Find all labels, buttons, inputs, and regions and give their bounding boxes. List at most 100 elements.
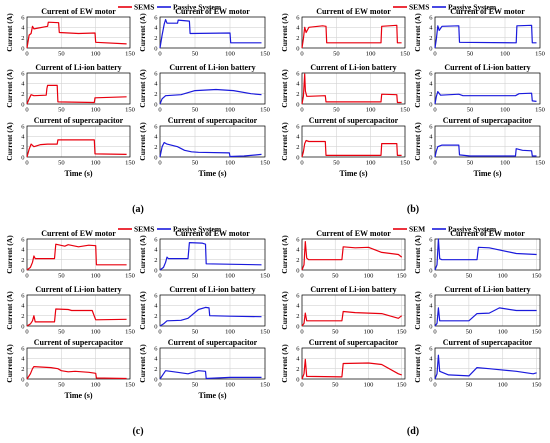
- x-tick-label: 0: [25, 107, 28, 114]
- x-tick-label: 0: [300, 160, 303, 167]
- y-tick-label: 0: [154, 267, 157, 274]
- x-axis-label: Time (s): [64, 169, 92, 178]
- axes-passive-row-1: Current of EW motor 0 2 4 6 0 50 100 150 Current …: [413, 7, 545, 58]
- x-tick-label: 50: [192, 382, 199, 389]
- subplot-title: Current of supercapacitor: [309, 338, 399, 347]
- x-tick-label: 150: [535, 51, 545, 58]
- x-tick-label: 150: [260, 273, 270, 280]
- y-tick-label: 0: [154, 376, 157, 383]
- y-axis-label: Current (A): [138, 344, 147, 383]
- legend: SEMS Passive System: [393, 3, 497, 12]
- x-tick-label: 150: [400, 107, 410, 114]
- x-tick-label: 0: [300, 51, 303, 58]
- legend-sems-label: SEMS: [134, 225, 154, 234]
- axes-sems-row-2: Current of Li-ion battery 0 2 4 6 0 50 100 150 Cu…: [280, 285, 407, 336]
- x-tick-label: 100: [364, 382, 374, 389]
- x-tick-label: 150: [125, 51, 135, 58]
- legend-passive-label: Passive System: [448, 3, 497, 12]
- axes-frame: [434, 294, 541, 327]
- y-tick-label: 2: [429, 366, 432, 373]
- series-sems-line: [301, 24, 402, 49]
- y-tick-label: 6: [154, 70, 158, 77]
- axes-frame: [159, 72, 266, 105]
- x-tick-label: 50: [192, 273, 199, 280]
- x-tick-label: 100: [366, 107, 376, 114]
- y-tick-label: 4: [296, 25, 300, 32]
- axes-passive-row-2: Current of Li-ion battery 0 2 4 6 0 50 100 150 Cu…: [413, 285, 541, 336]
- axes-passive-row-3: Current of supercapacitor 0 2 4 6 0 50 100 150 Cu…: [138, 338, 270, 389]
- y-tick-label: 6: [296, 70, 300, 77]
- axes-sems-row-1: Current of EW motor 0 2 4 6 0 50 100 150 Current …: [280, 229, 407, 280]
- y-tick-label: 0: [154, 154, 157, 161]
- y-tick-label: 6: [21, 236, 25, 243]
- y-tick-label: 6: [21, 14, 25, 21]
- y-axis-label: Current (A): [280, 122, 289, 161]
- subplot-title: Current of EW motor: [450, 7, 525, 16]
- y-axis-label: Current (A): [5, 69, 14, 108]
- y-tick-label: 6: [296, 236, 300, 243]
- subplot-title: Current of Li-ion battery: [169, 285, 255, 294]
- x-tick-label: 100: [91, 160, 101, 167]
- y-tick-label: 2: [296, 35, 299, 42]
- y-axis-label: Current (A): [280, 344, 289, 383]
- axes-passive-row-3: Current of supercapacitor 0 2 4 6 0 50 100 150 Cu…: [138, 116, 270, 167]
- axes-frame: [301, 72, 406, 105]
- axes-passive-row-1: Current of EW motor 0 2 4 6 0 50 100 150 Current …: [413, 229, 541, 280]
- subplot-title: Current of supercapacitor: [168, 338, 258, 347]
- y-tick-label: 6: [154, 123, 158, 130]
- y-tick-label: 4: [429, 25, 433, 32]
- y-axis-label: Current (A): [5, 291, 14, 330]
- y-tick-label: 2: [154, 366, 157, 373]
- y-axis-label: Current (A): [413, 122, 422, 161]
- y-tick-label: 4: [429, 134, 433, 141]
- legend-passive-label: Passive System: [173, 3, 222, 12]
- y-tick-label: 2: [21, 91, 24, 98]
- series-passive-line: [159, 19, 262, 49]
- axes-passive-row-2: Current of Li-ion battery 0 2 4 6 0 50 100 150 Cu…: [413, 63, 545, 114]
- x-tick-label: 50: [332, 273, 339, 280]
- axes-sems-row-3: Current of supercapacitor 0 2 4 6 0 50 100 150 Cu…: [5, 116, 135, 167]
- axes-passive-row-2: Current of Li-ion battery 0 2 4 6 0 50 100 150 Cu…: [138, 285, 270, 336]
- subplot-title: Current of Li-ion battery: [310, 63, 396, 72]
- x-axis-label: Time (s): [339, 169, 367, 178]
- x-tick-label: 100: [91, 273, 101, 280]
- series-sems-line: [26, 243, 127, 271]
- axes-frame: [434, 72, 541, 105]
- x-tick-label: 150: [260, 382, 270, 389]
- legend-sems-label: SEMS: [134, 3, 154, 12]
- x-tick-label: 150: [260, 160, 270, 167]
- y-tick-label: 6: [429, 292, 433, 299]
- y-axis-label: Current (A): [413, 69, 422, 108]
- axes-sems-row-1: Current of EW motor 0 2 4 6 0 50 100 150 Current …: [5, 7, 135, 58]
- y-tick-label: 0: [429, 101, 432, 108]
- x-axis-label: Time (s): [473, 169, 501, 178]
- x-tick-label: 100: [225, 160, 235, 167]
- y-tick-label: 2: [154, 144, 157, 151]
- legend-passive-label: Passive System: [448, 225, 497, 234]
- series-passive-line: [159, 141, 262, 158]
- panel-label: (d): [407, 426, 419, 437]
- y-tick-label: 0: [429, 376, 432, 383]
- subplot-title: Current of Li-ion battery: [444, 63, 530, 72]
- x-tick-label: 50: [466, 382, 473, 389]
- y-tick-label: 4: [21, 134, 25, 141]
- y-tick-label: 2: [296, 144, 299, 151]
- y-tick-label: 6: [154, 345, 158, 352]
- axes-sems-row-3: Current of supercapacitor 0 2 4 6 0 50 100 150 Cu…: [280, 338, 407, 389]
- series-sems-line: [301, 241, 403, 271]
- axes-passive-row-3: Current of supercapacitor 0 2 4 6 0 50 100 150 Cu…: [413, 116, 545, 167]
- x-tick-label: 50: [467, 160, 474, 167]
- x-tick-label: 100: [498, 382, 508, 389]
- x-tick-label: 100: [91, 329, 101, 336]
- subplot-title: Current of EW motor: [316, 7, 391, 16]
- series-passive-line: [159, 370, 262, 380]
- y-tick-label: 4: [154, 356, 158, 363]
- y-tick-label: 0: [154, 45, 157, 52]
- subplot-title: Current of EW motor: [316, 229, 391, 238]
- x-tick-label: 50: [467, 51, 474, 58]
- x-tick-label: 50: [466, 273, 473, 280]
- y-tick-label: 2: [429, 35, 432, 42]
